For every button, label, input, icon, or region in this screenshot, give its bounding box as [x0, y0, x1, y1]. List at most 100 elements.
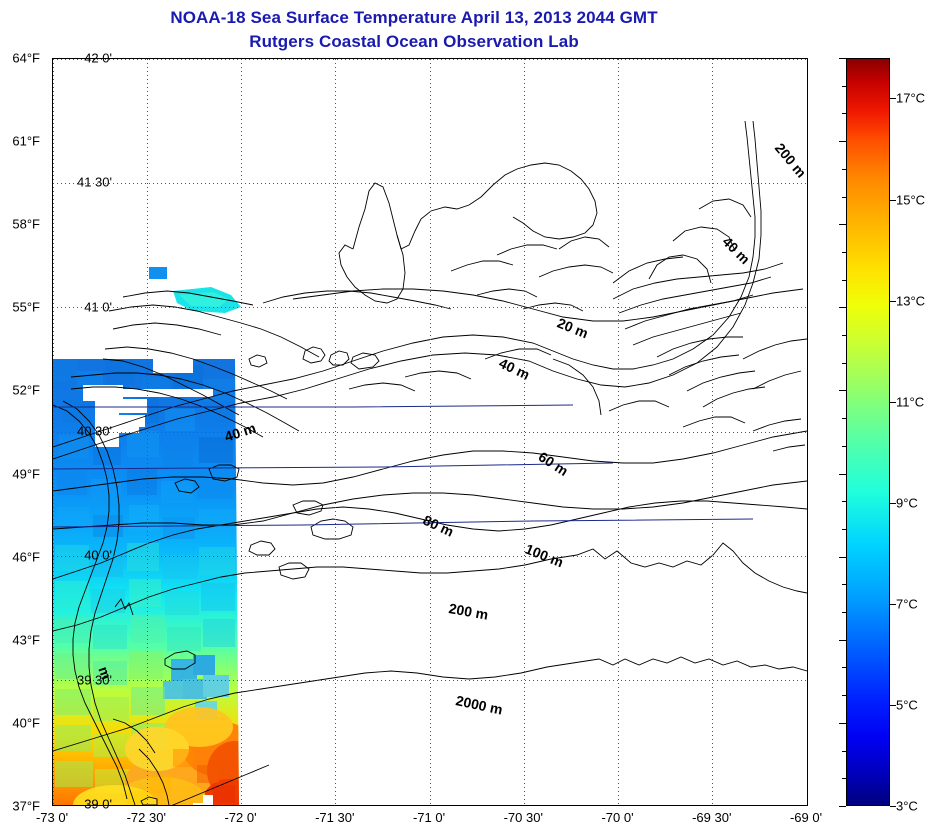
- lon-tick-minor: [373, 805, 374, 806]
- lon-tick-major: [336, 58, 337, 59]
- lon-tick-minor: [562, 805, 563, 806]
- lat-tick-minor: [52, 283, 53, 284]
- lat-tick-minor: [807, 730, 808, 731]
- sst-raster-swath: [53, 267, 241, 805]
- lat-tick-minor: [807, 158, 808, 159]
- lon-tick-minor: [468, 58, 469, 59]
- lon-tick-minor: [166, 805, 167, 806]
- lat-tick-major: [52, 308, 53, 309]
- colorbar-fahrenheit-label: 49°F: [12, 466, 40, 482]
- colorbar-tick-minor: [842, 251, 846, 253]
- lon-tick-minor: [449, 58, 450, 59]
- colorbar-celsius-label: 5°C: [896, 697, 918, 713]
- lon-tick-minor: [392, 805, 393, 806]
- lon-tick-minor: [694, 58, 695, 59]
- lon-axis-label: -70 30': [503, 810, 543, 825]
- colorbar-tick-major: [839, 390, 846, 392]
- lat-tick-minor: [807, 258, 808, 259]
- lon-tick-major: [147, 805, 148, 806]
- lon-tick-minor: [279, 58, 280, 59]
- lon-tick-minor: [750, 805, 751, 806]
- lon-tick-minor: [317, 805, 318, 806]
- lon-tick-major: [430, 58, 431, 59]
- colorbar-tick-minor: [842, 750, 846, 752]
- lat-tick-minor: [807, 482, 808, 483]
- colorbar-tick-minor: [842, 418, 846, 420]
- lat-tick-minor: [52, 606, 53, 607]
- colorbar-tick-minor: [842, 528, 846, 530]
- colorbar-celsius-tick: [890, 98, 896, 100]
- lon-axis-label: -73 0': [35, 810, 69, 825]
- lon-tick-minor: [223, 58, 224, 59]
- lon-tick-minor: [317, 58, 318, 59]
- lon-tick-major: [53, 805, 54, 806]
- lat-tick-minor: [52, 755, 53, 756]
- lon-tick-minor: [204, 805, 205, 806]
- lat-tick-minor: [807, 706, 808, 707]
- lat-tick-minor: [807, 755, 808, 756]
- lon-tick-minor: [185, 58, 186, 59]
- lat-axis-label: 40 0': [84, 547, 112, 563]
- colorbar-tick-minor: [842, 85, 846, 87]
- colorbar-tick-minor: [842, 584, 846, 586]
- lat-tick-minor: [52, 631, 53, 632]
- colorbar-tick-group: [839, 58, 896, 807]
- lon-tick-minor: [373, 58, 374, 59]
- lat-tick-minor: [52, 407, 53, 408]
- lon-tick-minor: [449, 805, 450, 806]
- colorbar-celsius-tick: [890, 502, 896, 504]
- gridline-lat: [53, 59, 807, 60]
- lon-tick-minor: [732, 805, 733, 806]
- lon-tick-minor: [223, 805, 224, 806]
- lat-tick-minor: [52, 507, 53, 508]
- lat-tick-minor: [807, 283, 808, 284]
- lon-tick-minor: [694, 805, 695, 806]
- lat-tick-minor: [807, 407, 808, 408]
- colorbar-celsius-tick: [890, 199, 896, 201]
- lat-tick-minor: [52, 531, 53, 532]
- colorbar-celsius-label: 7°C: [896, 596, 918, 612]
- colorbar-tick-minor: [842, 168, 846, 170]
- lat-tick-minor: [52, 457, 53, 458]
- lon-axis-label: -71 0': [412, 810, 446, 825]
- lat-tick-major: [52, 59, 53, 60]
- lat-tick-minor: [52, 780, 53, 781]
- lon-axis-label: -69 0': [789, 810, 823, 825]
- colorbar-tick-minor: [842, 501, 846, 503]
- lon-tick-minor: [637, 58, 638, 59]
- colorbar-tick-major: [839, 307, 846, 309]
- lon-tick-minor: [505, 58, 506, 59]
- lon-tick-minor: [543, 58, 544, 59]
- lon-tick-minor: [656, 58, 657, 59]
- colorbar-celsius-tick: [890, 603, 896, 605]
- lat-axis-label: 39 30': [76, 672, 112, 688]
- lon-tick-major: [619, 805, 620, 806]
- lon-tick-major: [430, 805, 431, 806]
- lon-tick-minor: [581, 805, 582, 806]
- lat-tick-major: [807, 308, 808, 309]
- temperature-colorbar: [846, 58, 890, 806]
- lat-tick-major: [807, 183, 808, 184]
- lon-tick-minor: [600, 58, 601, 59]
- lon-tick-minor: [562, 58, 563, 59]
- colorbar-tick-minor: [842, 612, 846, 614]
- colorbar-celsius-label: 11°C: [896, 394, 925, 410]
- colorbar-celsius-label: 3°C: [896, 798, 918, 814]
- lon-tick-minor: [637, 805, 638, 806]
- lon-tick-minor: [204, 58, 205, 59]
- lon-tick-major: [53, 58, 54, 59]
- colorbar-tick-minor: [842, 445, 846, 447]
- lon-tick-minor: [769, 58, 770, 59]
- lon-tick-major: [242, 58, 243, 59]
- lat-tick-minor: [807, 382, 808, 383]
- lon-tick-minor: [487, 805, 488, 806]
- colorbar-tick-major: [839, 806, 846, 807]
- lon-tick-minor: [260, 805, 261, 806]
- chart-title-block: NOAA-18 Sea Surface Temperature April 13…: [0, 6, 828, 54]
- colorbar-tick-major: [839, 58, 846, 59]
- lat-tick-major: [52, 681, 53, 682]
- lat-tick-minor: [807, 109, 808, 110]
- lon-tick-major: [147, 58, 148, 59]
